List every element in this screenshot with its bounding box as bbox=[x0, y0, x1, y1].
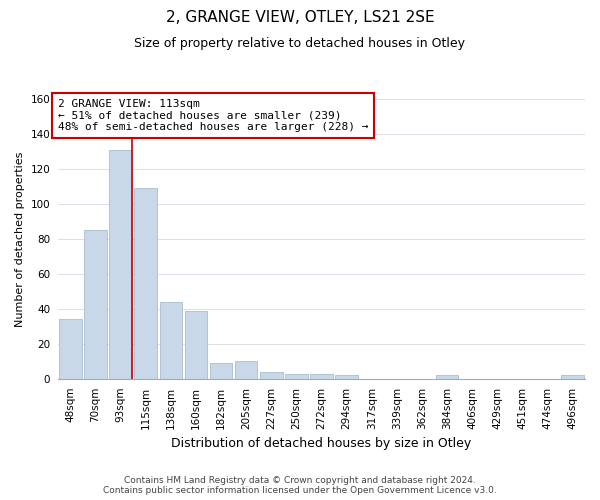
Bar bbox=[335, 376, 358, 379]
Text: Size of property relative to detached houses in Otley: Size of property relative to detached ho… bbox=[134, 38, 466, 51]
Bar bbox=[134, 188, 157, 379]
Bar bbox=[260, 372, 283, 379]
Y-axis label: Number of detached properties: Number of detached properties bbox=[15, 152, 25, 326]
Bar bbox=[436, 376, 458, 379]
Text: 2 GRANGE VIEW: 113sqm
← 51% of detached houses are smaller (239)
48% of semi-det: 2 GRANGE VIEW: 113sqm ← 51% of detached … bbox=[58, 99, 368, 132]
X-axis label: Distribution of detached houses by size in Otley: Distribution of detached houses by size … bbox=[172, 437, 472, 450]
Bar bbox=[160, 302, 182, 379]
Text: Contains HM Land Registry data © Crown copyright and database right 2024.
Contai: Contains HM Land Registry data © Crown c… bbox=[103, 476, 497, 495]
Bar bbox=[310, 374, 333, 379]
Bar bbox=[210, 363, 232, 379]
Bar bbox=[285, 374, 308, 379]
Bar bbox=[235, 362, 257, 379]
Bar bbox=[561, 376, 584, 379]
Bar bbox=[185, 310, 207, 379]
Bar bbox=[59, 320, 82, 379]
Bar bbox=[109, 150, 132, 379]
Bar bbox=[84, 230, 107, 379]
Text: 2, GRANGE VIEW, OTLEY, LS21 2SE: 2, GRANGE VIEW, OTLEY, LS21 2SE bbox=[166, 10, 434, 25]
